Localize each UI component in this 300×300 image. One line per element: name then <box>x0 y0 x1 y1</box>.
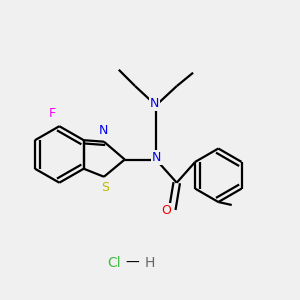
Text: N: N <box>152 151 161 164</box>
Text: O: O <box>161 204 171 218</box>
Text: F: F <box>48 107 56 120</box>
Text: H: H <box>145 256 155 270</box>
Text: Cl: Cl <box>107 256 121 270</box>
Text: N: N <box>150 97 159 110</box>
Text: S: S <box>101 181 110 194</box>
Text: N: N <box>99 124 108 137</box>
Text: —: — <box>125 256 139 270</box>
